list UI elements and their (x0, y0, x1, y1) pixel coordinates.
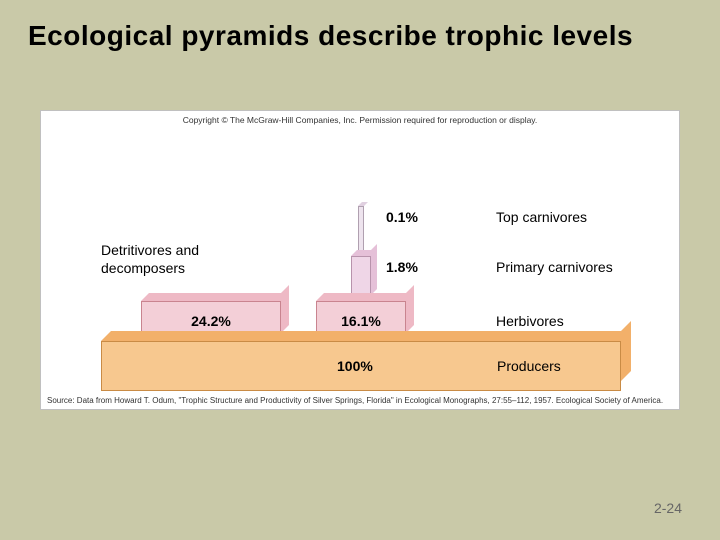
label-producers: Producers (497, 358, 561, 374)
bar-front-face: 100% Producers (101, 341, 621, 391)
bar-side-face (371, 244, 377, 295)
source-text: Source: Data from Howard T. Odum, "Troph… (47, 396, 673, 405)
value-producers: 100% (337, 358, 373, 374)
bar-producers: 100% Producers (101, 341, 621, 391)
value-herbivores: 16.1% (341, 313, 381, 329)
bar-top-face (101, 331, 631, 341)
slide: Ecological pyramids describe trophic lev… (0, 0, 720, 540)
bar-top-face (141, 293, 289, 301)
page-number: 2-24 (654, 500, 682, 516)
value-detritivores: 24.2% (191, 313, 231, 329)
bar-side-face (281, 285, 289, 333)
copyright-text: Copyright © The McGraw-Hill Companies, I… (41, 115, 679, 125)
label-herbivores: Herbivores (496, 313, 564, 329)
value-top-carnivores: 0.1% (386, 209, 418, 225)
bar-front-face (358, 206, 364, 256)
page-title: Ecological pyramids describe trophic lev… (28, 20, 692, 52)
bar-top-face (316, 293, 414, 301)
label-top-carnivores: Top carnivores (496, 209, 587, 225)
chart-area: Detritivores and decomposers 0.1% Top ca… (101, 141, 621, 386)
side-label-text: Detritivores and decomposers (101, 242, 199, 276)
label-primary-carnivores: Primary carnivores (496, 259, 613, 275)
bar-top-carnivores (358, 206, 364, 256)
bar-side-face (406, 285, 414, 333)
bar-side-face (621, 321, 631, 381)
trophic-pyramid-figure: Copyright © The McGraw-Hill Companies, I… (40, 110, 680, 410)
side-label-detritivores: Detritivores and decomposers (101, 241, 231, 277)
value-primary-carnivores: 1.8% (386, 259, 418, 275)
